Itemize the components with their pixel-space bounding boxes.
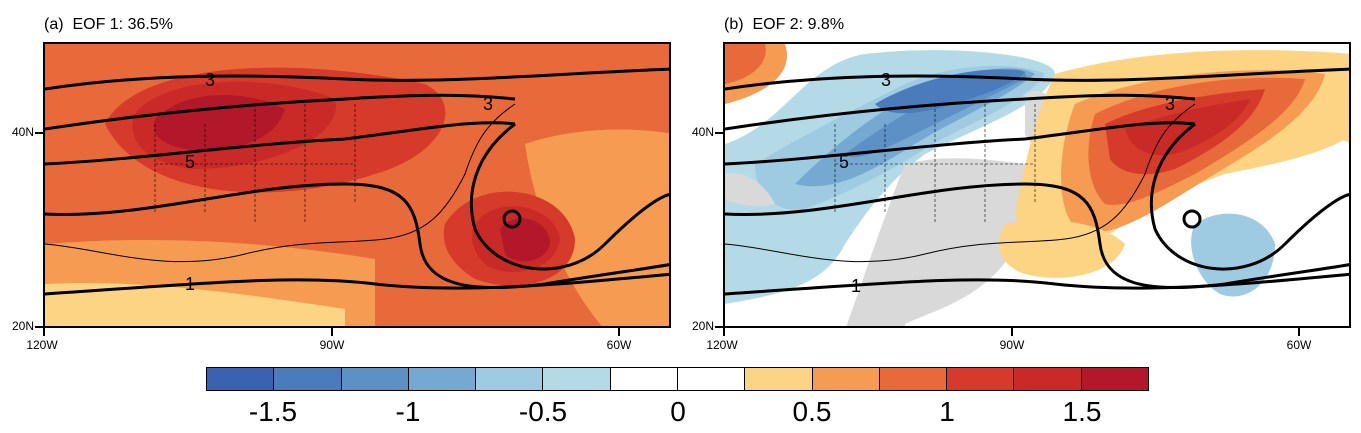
- colorbar-label: 1.5: [1062, 396, 1102, 427]
- colorbar-swatch: [274, 368, 342, 390]
- panel-a-title: (a) EOF 1: 36.5%: [44, 16, 173, 33]
- lon-tick: [43, 328, 45, 336]
- contour-label: 3: [483, 94, 494, 114]
- colorbar-swatch: [341, 368, 409, 390]
- contour-label: 1: [851, 276, 862, 296]
- lat-tick: [715, 132, 723, 134]
- lon-tick: [331, 328, 333, 336]
- contour-label: 1: [185, 274, 196, 294]
- lat-label-40n: 40N: [11, 125, 34, 139]
- contour-label: 5: [185, 152, 196, 172]
- lat-label-20n: 20N: [11, 319, 34, 333]
- lat-tick: [35, 326, 43, 328]
- colorbar-label: -1: [395, 396, 421, 427]
- lon-label-60w: 60W: [1286, 338, 1312, 352]
- lat-tick: [35, 132, 43, 134]
- panel-a-field: [45, 44, 669, 326]
- colorbar-swatch: [207, 368, 275, 390]
- lon-tick: [1298, 328, 1300, 336]
- lon-label-120w: 120W: [706, 338, 738, 352]
- colorbar-swatch: [408, 368, 477, 390]
- lon-label-60w: 60W: [606, 338, 632, 352]
- lon-tick: [1011, 328, 1013, 336]
- lat-label-40n: 40N: [691, 125, 714, 139]
- lon-label-90w: 90W: [999, 338, 1025, 352]
- colorbar-swatch: [476, 368, 544, 390]
- colorbar-swatch: [1081, 368, 1148, 390]
- colorbar-label: -1.5: [248, 396, 298, 427]
- colorbar: [206, 367, 1149, 391]
- lon-label-90w: 90W: [319, 338, 345, 352]
- colorbar-swatch: [812, 368, 880, 390]
- colorbar-swatch: [947, 368, 1015, 390]
- colorbar-swatch: [1014, 368, 1082, 390]
- panel-b-title: (b) EOF 2: 9.8%: [724, 16, 845, 33]
- lon-tick: [723, 328, 725, 336]
- lat-label-20n: 20N: [691, 319, 714, 333]
- panel-b-field: [725, 44, 1349, 326]
- lon-tick: [618, 328, 620, 336]
- contour-label: 3: [881, 70, 892, 90]
- lon-label-120w: 120W: [26, 338, 58, 352]
- contour-label: 3: [1165, 94, 1176, 114]
- colorbar-label: 0: [670, 396, 686, 427]
- panel-b-map: 5 3 3 1: [723, 42, 1351, 328]
- contour-label: 5: [839, 152, 850, 172]
- colorbar-label: 0.5: [792, 396, 832, 427]
- colorbar-swatch: [610, 368, 678, 390]
- colorbar-swatch: [677, 368, 746, 390]
- colorbar-label: 1: [939, 396, 955, 427]
- panel-a-map: 5 3 3 1: [43, 42, 671, 328]
- colorbar-swatch: [543, 368, 611, 390]
- colorbar-swatch: [879, 368, 948, 390]
- colorbar-label: -0.5: [518, 396, 568, 427]
- colorbar-swatch: [745, 368, 813, 390]
- contour-label: 3: [205, 70, 216, 90]
- lat-tick: [715, 326, 723, 328]
